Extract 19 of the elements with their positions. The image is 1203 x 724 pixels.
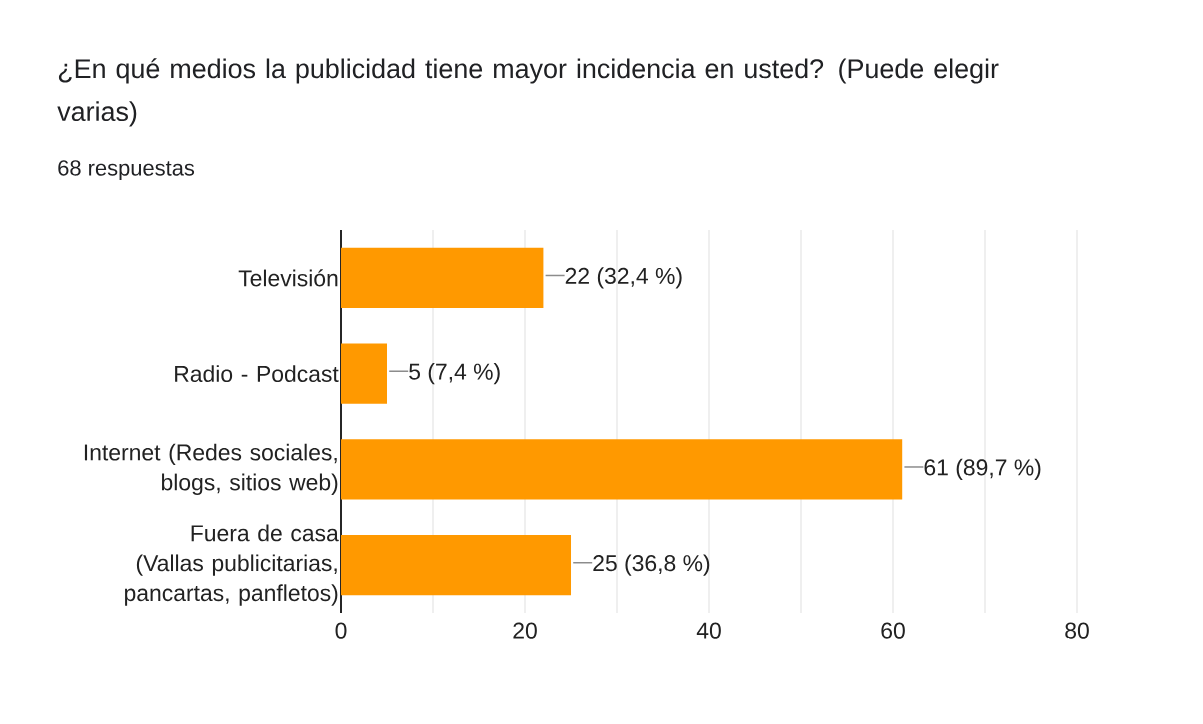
text: 68 respuestas bbox=[58, 160, 195, 181]
bar bbox=[341, 247, 544, 309]
y-tick-label: Internet (Redes sociales, blogs, sitios web) bbox=[84, 443, 338, 495]
x-tick-label: 0 bbox=[335, 622, 347, 639]
data-label: 5 (7,4 %) bbox=[409, 362, 500, 385]
bar bbox=[341, 439, 903, 500]
x-tick-label: 40 bbox=[696, 622, 721, 639]
x-tick-label: 60 bbox=[881, 622, 905, 639]
x-tick-label: 20 bbox=[513, 622, 537, 639]
data-label: 25 (36,8 %) bbox=[593, 554, 710, 576]
data-label: 61 (89,7 %) bbox=[924, 458, 1041, 481]
data-label: 22 (32,4 %) bbox=[565, 267, 682, 289]
chart-title: ¿En qué medios la publicidad tiene mayor incidencia en usted? (Puede elegir varias) bbox=[57, 58, 999, 127]
bar bbox=[341, 343, 388, 404]
y-tick-label: Fuera de casa (Vallas publicitarias, pancartas, panfletos) bbox=[125, 524, 339, 606]
y-tick-label: Televisión bbox=[238, 269, 338, 287]
y-tick-label: Radio - Podcast bbox=[175, 365, 339, 383]
x-tick-label: 80 bbox=[1065, 622, 1089, 639]
bar bbox=[341, 534, 572, 596]
